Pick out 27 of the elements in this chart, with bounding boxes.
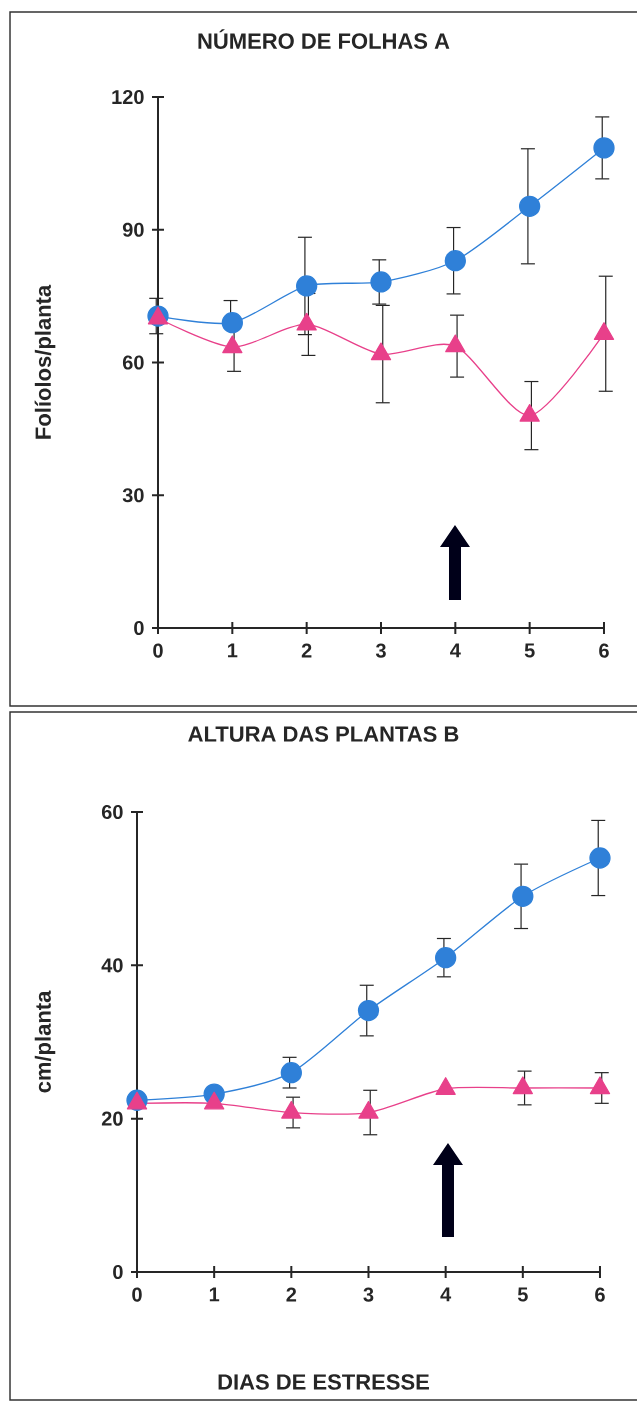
x-tick-label: 4 (440, 1287, 452, 1302)
x-tick-label: 3 (363, 1287, 374, 1302)
y-tick-label: 60 (122, 355, 144, 370)
x-axis-title: DIAS DE ESTRESSE (218, 1374, 429, 1390)
y-axis-title: Folíolos/planta (34, 284, 56, 439)
x-tick-label: 0 (153, 643, 163, 658)
x-tick-label: 3 (375, 643, 386, 658)
y-tick-label: 0 (113, 1264, 123, 1280)
x-tick-label: 5 (517, 1287, 528, 1302)
y-tick-label: 20 (101, 1111, 123, 1126)
y-tick-label: 40 (101, 958, 123, 973)
x-tick-label: 4 (450, 643, 461, 658)
x-tick-label: 6 (595, 1287, 605, 1302)
y-tick-label: 90 (122, 222, 144, 237)
x-tick-label: 5 (524, 643, 535, 658)
chart-title: ALTURA DAS PLANTAS B (188, 726, 459, 742)
y-tick-label: 30 (122, 488, 144, 503)
chart-title: NÚMERO DE FOLHAS A (198, 29, 450, 49)
x-tick-label: 6 (599, 643, 609, 658)
y-tick-label: 120 (112, 89, 144, 105)
x-tick-label: 2 (286, 1287, 297, 1302)
y-tick-label: 60 (101, 804, 123, 820)
x-tick-label: 1 (209, 1287, 220, 1302)
x-tick-label: 2 (301, 643, 312, 658)
y-tick-label: 0 (134, 620, 144, 636)
x-tick-label: 1 (228, 643, 238, 658)
y-axis-title: cm/planta (34, 990, 56, 1093)
